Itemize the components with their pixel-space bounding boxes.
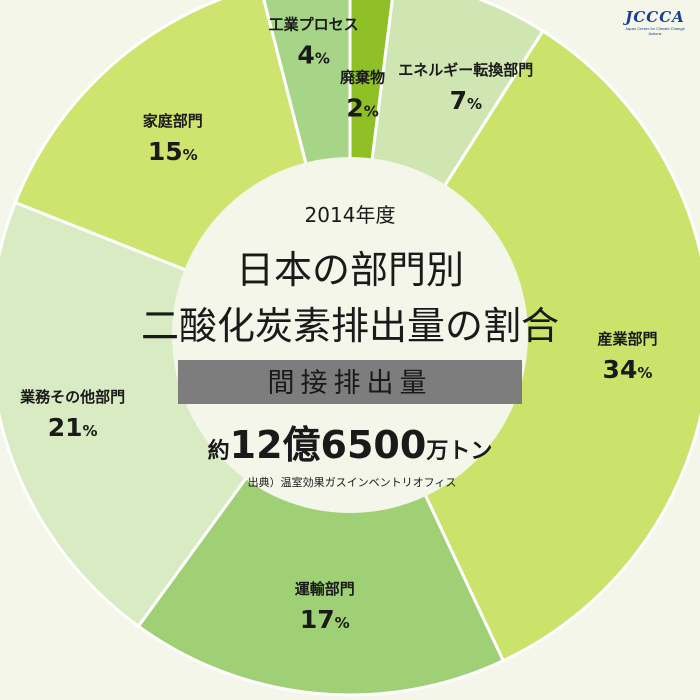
source-note: 出典）温室効果ガスインベントリオフィス [248,475,457,489]
jccca-logo: JCCCA Japan Center for Climate Change Ac… [624,8,686,36]
slice-name-label: 産業部門 [597,330,657,348]
pie-slice [136,332,506,697]
indirect-emission-label: 間接排出量 [268,368,433,399]
slice-percent-label: 4% [297,40,329,69]
chart-title-line2: 二酸化炭素排出量の割合 [141,304,559,348]
indirect-emission-band [178,360,522,404]
logo-mark: JCCCA [625,8,685,26]
slice-percent-label: 15% [148,137,198,166]
slice-labels: 廃棄物 2% エネルギー転換部門 7% 産業部門 34% 運輸部門 17% 業務その他部門 21%… [19,15,657,634]
center-panel: 2014年度 日本の部門別 二酸化炭素排出量の割合 間接排出量 約12億6500… [141,203,559,489]
slice-percent-label: 17% [300,605,350,634]
slice-percent-label: 21% [48,413,98,442]
slice-name-label: 業務その他部門 [19,388,125,406]
slice-name-label: エネルギー転換部門 [398,61,533,79]
total-prefix: 約 [208,438,230,464]
pie-slice [348,0,394,336]
total-unit: 万トン [425,439,492,464]
year-label: 2014年度 [305,203,396,227]
donut-hole [172,157,528,513]
total-emission: 約12億6500万トン [208,423,493,467]
chart-title-line1: 日本の部門別 [236,248,464,292]
slice-percent-label: 34% [603,355,653,384]
total-value: 12億6500 [230,423,427,467]
logo-subtitle: Japan Center for Climate Change Actions [625,26,685,36]
slice-name-label: 工業プロセス [269,15,359,33]
slice-name-label: 廃棄物 [340,68,385,86]
slice-percent-label: 7% [450,86,482,115]
slice-name-label: 運輸部門 [295,580,355,598]
slice-percent-label: 2% [346,93,378,122]
slice-name-label: 家庭部門 [143,112,203,130]
